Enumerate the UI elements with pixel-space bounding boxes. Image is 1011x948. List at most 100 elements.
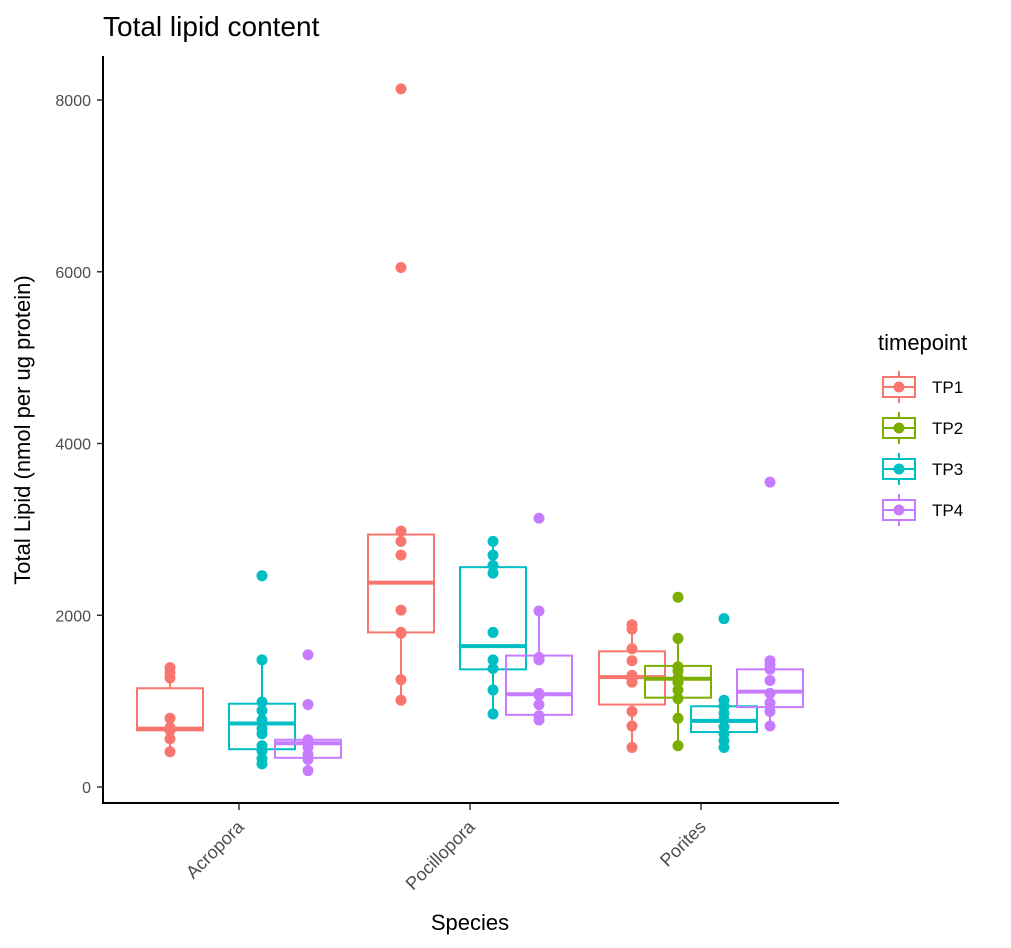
- point-acropora-tp3-4: [256, 714, 268, 726]
- point-acropora-tp1-8: [164, 746, 176, 758]
- legend: timepoint TP1 TP2 TP3 TP4: [878, 330, 967, 526]
- point-pocillopora-tp1-2: [395, 525, 407, 537]
- point-acropora-tp4-1: [302, 699, 314, 711]
- point-porites-tp2-5: [672, 676, 684, 688]
- box-group-acropora-tp3: [228, 570, 296, 770]
- box-group-porites-tp4: [736, 476, 804, 732]
- point-pocillopora-tp1-8: [395, 674, 407, 686]
- point-pocillopora-tp4-0: [533, 512, 545, 524]
- point-porites-tp4-4: [764, 675, 776, 687]
- box-group-acropora-tp1: [136, 662, 204, 758]
- point-pocillopora-tp1-5: [395, 604, 407, 616]
- point-acropora-tp3-3: [256, 705, 268, 717]
- box-group-porites-tp3: [690, 613, 758, 753]
- y-tick-label-2000: 2000: [55, 608, 91, 625]
- legend-label-tp3: TP3: [932, 460, 963, 479]
- point-porites-tp1-8: [626, 720, 638, 732]
- box-group-porites-tp2: [644, 591, 712, 752]
- point-porites-tp1-6: [626, 676, 638, 688]
- point-pocillopora-tp4-6: [533, 699, 545, 711]
- box-group-pocillopora-tp4: [505, 512, 573, 726]
- point-porites-tp1-2: [626, 643, 638, 655]
- point-pocillopora-tp4-1: [533, 605, 545, 617]
- point-acropora-tp4-7: [302, 765, 314, 777]
- point-pocillopora-tp1-9: [395, 694, 407, 706]
- box-group-pocillopora-tp3: [459, 535, 527, 720]
- point-porites-tp2-8: [672, 712, 684, 724]
- legend-label-tp2: TP2: [932, 419, 963, 438]
- point-pocillopora-tp3-5: [487, 654, 499, 666]
- point-porites-tp4-3: [764, 663, 776, 675]
- legend-key-point-tp1: [893, 381, 905, 393]
- point-acropora-tp1-7: [164, 733, 176, 745]
- point-acropora-tp3-2: [256, 696, 268, 708]
- point-porites-tp2-0: [672, 591, 684, 603]
- point-porites-tp3-8: [718, 741, 730, 753]
- point-acropora-tp4-0: [302, 649, 314, 661]
- point-porites-tp4-6: [764, 697, 776, 709]
- point-porites-tp3-4: [718, 713, 730, 725]
- legend-item-tp1: TP1: [882, 371, 963, 403]
- y-tick-label-4000: 4000: [55, 437, 91, 454]
- point-pocillopora-tp4-5: [533, 689, 545, 701]
- y-tick-label-8000: 8000: [55, 93, 91, 110]
- point-porites-tp2-6: [672, 684, 684, 696]
- point-porites-tp2-9: [672, 740, 684, 752]
- point-porites-tp4-8: [764, 720, 776, 732]
- point-acropora-tp3-8: [256, 745, 268, 757]
- point-acropora-tp1-3: [164, 712, 176, 724]
- point-acropora-tp3-10: [256, 758, 268, 770]
- box-group-pocillopora-tp1: [367, 83, 435, 706]
- point-acropora-tp3-0: [256, 570, 268, 582]
- x-tick-label-acropora: Acropora: [182, 816, 248, 882]
- point-porites-tp4-0: [764, 476, 776, 488]
- point-acropora-tp3-1: [256, 654, 268, 666]
- point-pocillopora-tp3-0: [487, 535, 499, 547]
- point-pocillopora-tp3-7: [487, 684, 499, 696]
- point-porites-tp1-9: [626, 741, 638, 753]
- point-pocillopora-tp3-1: [487, 549, 499, 561]
- point-pocillopora-tp1-3: [395, 535, 407, 547]
- point-pocillopora-tp3-4: [487, 626, 499, 638]
- plot-area: [136, 83, 804, 777]
- point-pocillopora-tp3-3: [487, 567, 499, 579]
- point-pocillopora-tp3-6: [487, 662, 499, 674]
- box-group-porites-tp1: [598, 619, 666, 753]
- point-porites-tp3-0: [718, 613, 730, 625]
- chart-title: Total lipid content: [103, 11, 320, 42]
- legend-key-point-tp2: [893, 422, 905, 434]
- point-pocillopora-tp3-2: [487, 559, 499, 571]
- point-porites-tp4-7: [764, 705, 776, 717]
- point-porites-tp1-3: [626, 655, 638, 667]
- y-tick-label-0: 0: [82, 780, 91, 797]
- box-group-acropora-tp4: [274, 649, 342, 777]
- y-tick-label-6000: 6000: [55, 265, 91, 282]
- box-pocillopora-tp3: [459, 566, 527, 671]
- legend-key-point-tp4: [893, 504, 905, 516]
- point-pocillopora-tp4-8: [533, 714, 545, 726]
- point-acropora-tp1-6: [164, 724, 176, 736]
- point-acropora-tp3-6: [256, 728, 268, 740]
- legend-item-tp3: TP3: [882, 453, 963, 485]
- point-pocillopora-tp1-4: [395, 549, 407, 561]
- legend-title: timepoint: [878, 330, 967, 355]
- point-pocillopora-tp4-3: [533, 654, 545, 666]
- legend-label-tp1: TP1: [932, 378, 963, 397]
- y-axis-title: Total Lipid (nmol per ug protein): [10, 275, 35, 584]
- point-pocillopora-tp3-8: [487, 708, 499, 720]
- point-porites-tp4-5: [764, 687, 776, 699]
- point-acropora-tp1-2: [164, 672, 176, 684]
- axes: 0 2000 4000 6000 8000 Acropora Pocillopora Pori…: [55, 56, 839, 894]
- point-porites-tp2-1: [672, 632, 684, 644]
- legend-label-tp4: TP4: [932, 501, 963, 520]
- point-pocillopora-tp1-1: [395, 261, 407, 273]
- point-acropora-tp4-6: [302, 754, 314, 766]
- x-tick-label-porites: Porites: [656, 817, 710, 871]
- point-porites-tp1-1: [626, 623, 638, 635]
- x-axis-title: Species: [431, 910, 509, 935]
- legend-item-tp2: TP2: [882, 412, 963, 444]
- x-tick-label-pocillopora: Pocillopora: [402, 816, 480, 894]
- point-pocillopora-tp1-0: [395, 83, 407, 95]
- point-porites-tp2-7: [672, 693, 684, 705]
